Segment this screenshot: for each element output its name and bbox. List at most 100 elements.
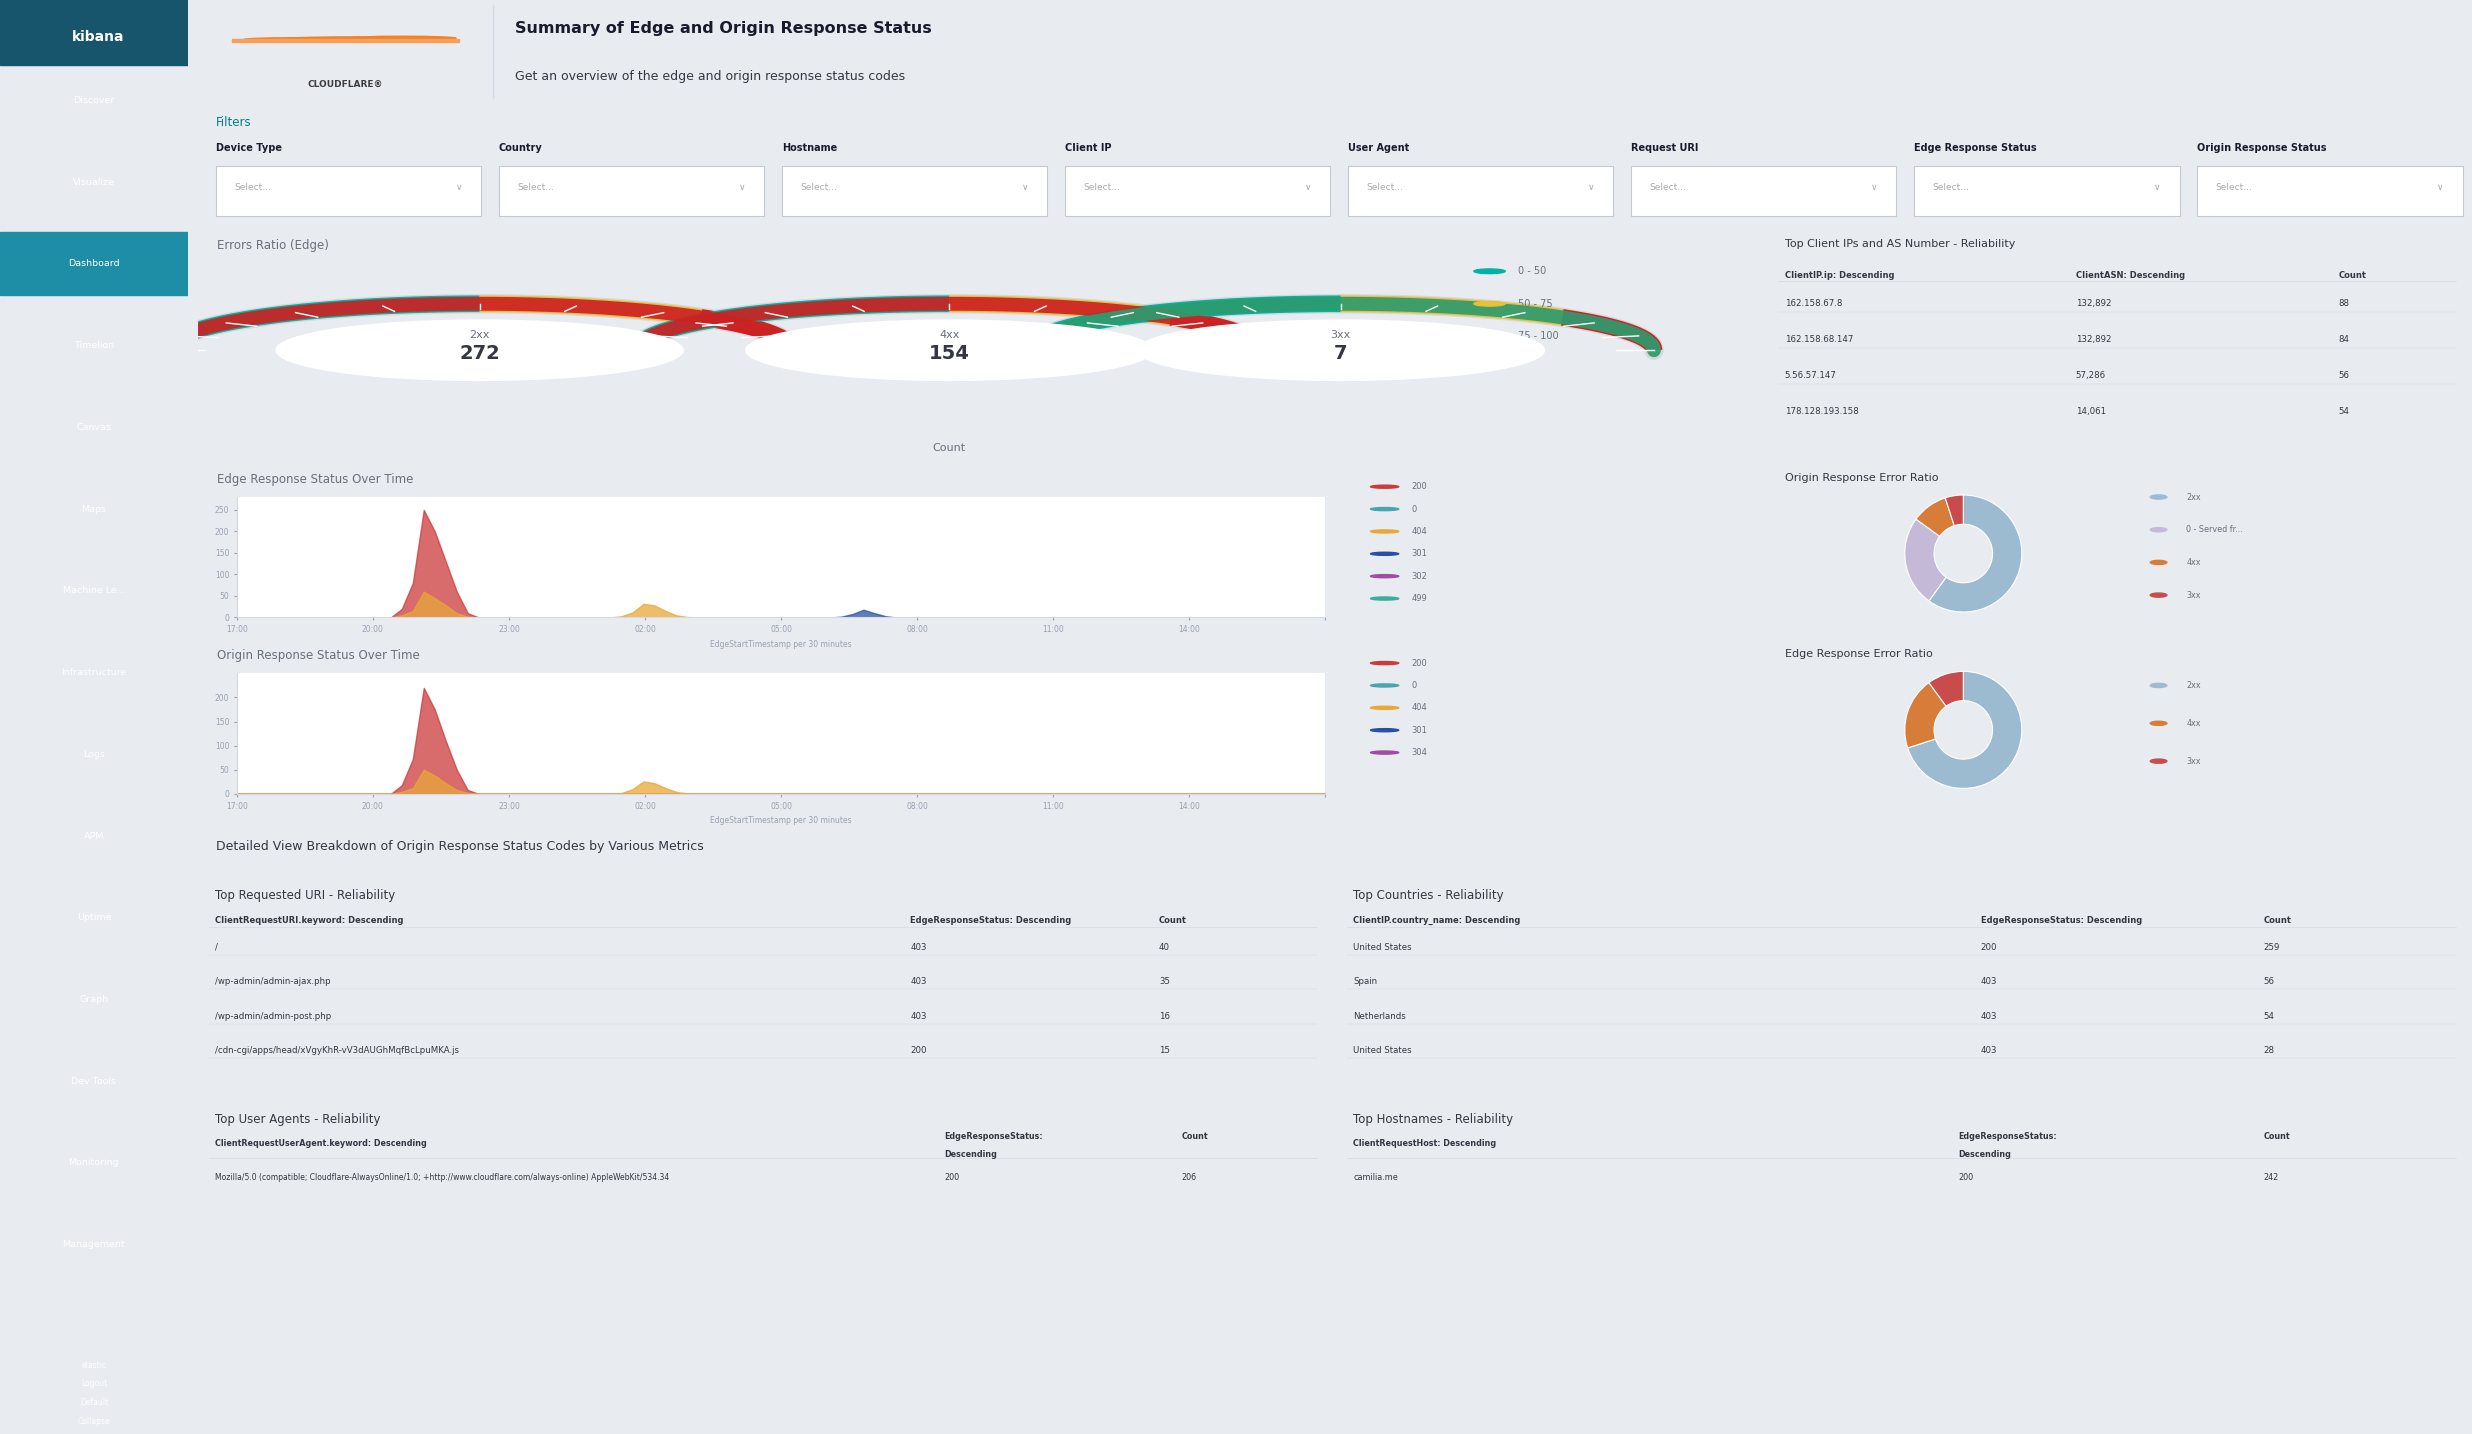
Text: 35: 35 — [1159, 977, 1169, 987]
Circle shape — [2151, 528, 2168, 532]
Text: 200: 200 — [910, 1045, 927, 1055]
Text: 301: 301 — [1412, 549, 1426, 558]
Text: Select...: Select... — [2215, 184, 2252, 192]
Circle shape — [1473, 270, 1505, 274]
Text: Top User Agents - Reliability: Top User Agents - Reliability — [215, 1113, 381, 1126]
Text: Logout: Logout — [82, 1380, 106, 1388]
Text: 0: 0 — [1412, 681, 1416, 690]
Text: United States: United States — [1352, 1045, 1412, 1055]
Text: Default: Default — [79, 1398, 109, 1407]
Bar — [0, 232, 188, 295]
Text: Errors Ratio (Edge): Errors Ratio (Edge) — [218, 238, 329, 252]
Ellipse shape — [349, 36, 455, 40]
Wedge shape — [1945, 495, 1963, 526]
Text: Canvas: Canvas — [77, 423, 111, 432]
Text: elastic: elastic — [82, 1361, 106, 1369]
Text: 242: 242 — [2264, 1173, 2279, 1182]
Text: Country: Country — [499, 143, 544, 153]
Text: 2xx: 2xx — [2185, 681, 2200, 690]
Text: Select...: Select... — [1933, 184, 1970, 192]
Circle shape — [2151, 684, 2168, 687]
Text: /wp-admin/admin-post.php: /wp-admin/admin-post.php — [215, 1011, 331, 1021]
Text: 132,892: 132,892 — [2076, 300, 2111, 308]
Circle shape — [1369, 485, 1399, 488]
Text: 57,286: 57,286 — [2076, 371, 2106, 380]
Text: Client IP: Client IP — [1065, 143, 1112, 153]
Text: 304: 304 — [1412, 749, 1426, 757]
Text: 499: 499 — [1412, 594, 1426, 604]
FancyBboxPatch shape — [2198, 166, 2462, 215]
Text: 7: 7 — [1335, 344, 1347, 363]
Text: /cdn-cgi/apps/head/xVgyKhR-vV3dAUGhMqfBcLpuMKA.js: /cdn-cgi/apps/head/xVgyKhR-vV3dAUGhMqfBc… — [215, 1045, 460, 1055]
Text: /: / — [215, 942, 218, 952]
Text: 56: 56 — [2339, 371, 2348, 380]
Text: Mozilla/5.0 (compatible; Cloudflare-AlwaysOnline/1.0; +http://www.cloudflare.com: Mozilla/5.0 (compatible; Cloudflare-Alwa… — [215, 1173, 670, 1182]
Text: 50 - 75: 50 - 75 — [1518, 298, 1552, 308]
Text: Select...: Select... — [1083, 184, 1120, 192]
Circle shape — [2151, 759, 2168, 763]
Text: 403: 403 — [1980, 977, 1997, 987]
Text: ∨: ∨ — [2153, 184, 2161, 192]
Ellipse shape — [331, 39, 413, 42]
Circle shape — [1137, 320, 1545, 380]
Circle shape — [747, 320, 1152, 380]
Text: Select...: Select... — [1367, 184, 1404, 192]
Text: 3xx: 3xx — [1330, 330, 1350, 340]
Circle shape — [1473, 301, 1505, 305]
Text: Descending: Descending — [944, 1150, 996, 1159]
Circle shape — [1369, 728, 1399, 731]
Text: 56: 56 — [2264, 977, 2274, 987]
Text: 88: 88 — [2339, 300, 2348, 308]
Text: 3xx: 3xx — [2185, 591, 2200, 599]
Text: Collapse: Collapse — [77, 1417, 111, 1425]
Text: 259: 259 — [2264, 942, 2279, 952]
Text: 162.158.68.147: 162.158.68.147 — [1785, 336, 1854, 344]
Text: 272: 272 — [460, 344, 499, 363]
Circle shape — [1369, 531, 1399, 533]
Text: ClientASN: Descending: ClientASN: Descending — [2076, 271, 2185, 280]
X-axis label: EdgeStartTimestamp per 30 minutes: EdgeStartTimestamp per 30 minutes — [709, 816, 853, 825]
Text: Maps: Maps — [82, 505, 106, 513]
FancyBboxPatch shape — [781, 166, 1048, 215]
Text: 403: 403 — [910, 1011, 927, 1021]
FancyBboxPatch shape — [1632, 166, 1896, 215]
Text: APM: APM — [84, 832, 104, 840]
Text: 15: 15 — [1159, 1045, 1169, 1055]
Text: United States: United States — [1352, 942, 1412, 952]
Text: Uptime: Uptime — [77, 913, 111, 922]
Text: User Agent: User Agent — [1347, 143, 1409, 153]
Text: Select...: Select... — [1649, 184, 1686, 192]
Text: Count: Count — [932, 443, 967, 453]
Wedge shape — [1908, 671, 2022, 789]
Text: 154: 154 — [929, 344, 969, 363]
Bar — [232, 39, 460, 42]
Text: Top Hostnames - Reliability: Top Hostnames - Reliability — [1352, 1113, 1513, 1126]
Circle shape — [1369, 751, 1399, 754]
Text: Get an overview of the edge and origin response status codes: Get an overview of the edge and origin r… — [517, 70, 905, 83]
Text: 200: 200 — [944, 1173, 959, 1182]
Text: 28: 28 — [2264, 1045, 2274, 1055]
Text: 54: 54 — [2339, 407, 2348, 416]
Circle shape — [1369, 597, 1399, 599]
Text: 206: 206 — [1182, 1173, 1196, 1182]
Text: ClientRequestHost: Descending: ClientRequestHost: Descending — [1352, 1139, 1496, 1147]
Text: Visualize: Visualize — [74, 178, 114, 186]
Text: ∨: ∨ — [1021, 184, 1028, 192]
Text: CLOUDFLARE®: CLOUDFLARE® — [307, 80, 383, 89]
Text: Edge Response Status: Edge Response Status — [1913, 143, 2037, 153]
Text: Dashboard: Dashboard — [69, 260, 119, 268]
FancyBboxPatch shape — [1347, 166, 1614, 215]
Text: Summary of Edge and Origin Response Status: Summary of Edge and Origin Response Stat… — [517, 22, 932, 36]
Text: Logs: Logs — [84, 750, 104, 759]
Text: Netherlands: Netherlands — [1352, 1011, 1407, 1021]
Text: Count: Count — [1182, 1133, 1209, 1141]
Circle shape — [1369, 508, 1399, 511]
Text: 200: 200 — [1980, 942, 1997, 952]
Ellipse shape — [245, 37, 334, 42]
Text: 2xx: 2xx — [470, 330, 489, 340]
Circle shape — [2151, 561, 2168, 565]
Wedge shape — [1928, 671, 1963, 706]
Bar — [0, 0, 188, 65]
Text: ∨: ∨ — [1305, 184, 1310, 192]
Text: Select...: Select... — [235, 184, 272, 192]
